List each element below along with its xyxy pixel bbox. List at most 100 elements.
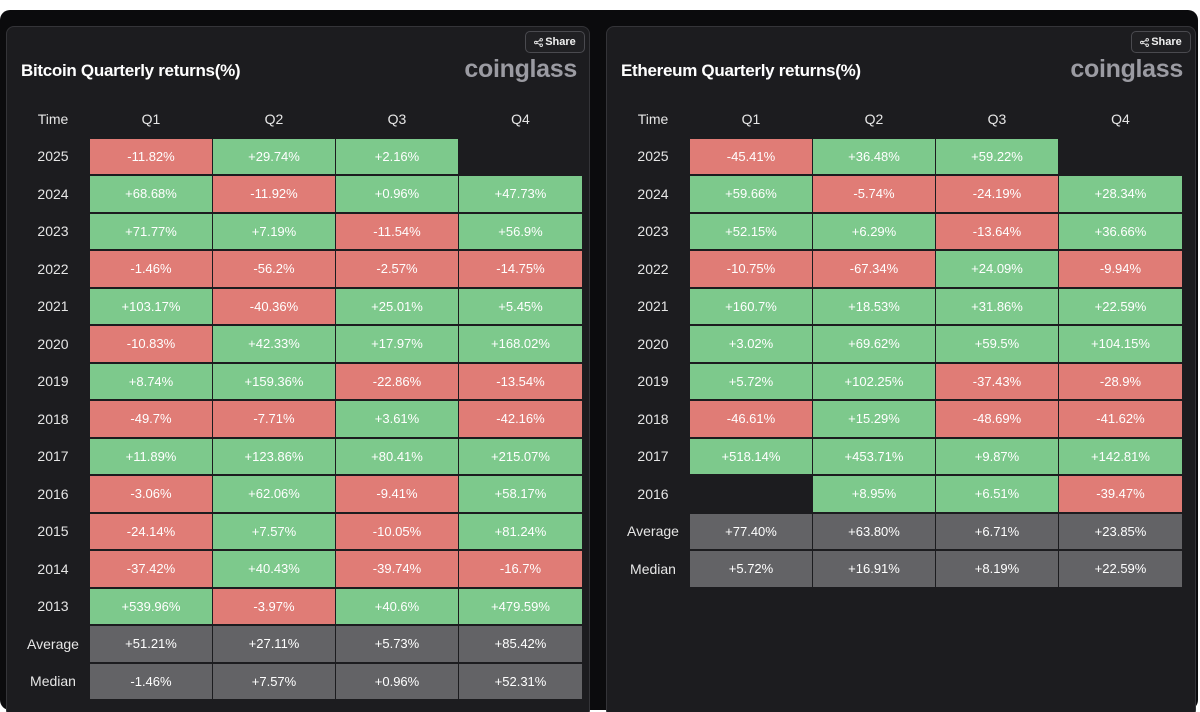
return-cell xyxy=(690,476,812,512)
return-cell: -40.36% xyxy=(213,288,335,324)
return-cell: -2.57% xyxy=(336,251,458,287)
return-cell: +59.22% xyxy=(936,138,1058,174)
stat-label: Average xyxy=(27,635,79,652)
return-cell: +42.33% xyxy=(213,326,335,362)
return-cell: +6.29% xyxy=(813,213,935,249)
column-header: Time xyxy=(37,110,69,127)
returns-table: Time Q1 Q2 Q3 Q4 2025 -11.82% +29.74% +2.16% 2024… xyxy=(17,101,582,699)
column-header: Q4 xyxy=(1111,110,1130,127)
share-button[interactable]: Share xyxy=(1131,31,1191,53)
stat-cell: -1.46% xyxy=(90,663,212,699)
return-cell: -9.41% xyxy=(336,476,458,512)
return-cell: +142.81% xyxy=(1059,438,1182,474)
return-cell: +123.86% xyxy=(213,438,335,474)
row-label: 2017 xyxy=(637,448,669,465)
return-cell: +215.07% xyxy=(459,438,582,474)
return-cell: +6.51% xyxy=(936,476,1058,512)
return-cell: +160.7% xyxy=(690,288,812,324)
return-cell: -45.41% xyxy=(690,138,812,174)
returns-table: Time Q1 Q2 Q3 Q4 2025 -45.41% +36.48% +59.22% 202… xyxy=(617,101,1182,587)
return-cell: +24.09% xyxy=(936,251,1058,287)
row-label: 2022 xyxy=(37,260,69,277)
stat-cell: +63.80% xyxy=(813,513,935,549)
return-cell xyxy=(1059,139,1182,175)
return-cell: +18.53% xyxy=(813,288,935,324)
return-cell: -67.34% xyxy=(813,251,935,287)
row-label: 2015 xyxy=(37,523,69,540)
column-header: Q3 xyxy=(987,110,1007,127)
return-cell: +47.73% xyxy=(459,176,582,212)
return-cell: +22.59% xyxy=(1059,288,1182,324)
column-header: Q1 xyxy=(741,110,761,127)
stat-cell: +6.71% xyxy=(936,513,1058,549)
row-label: 2023 xyxy=(637,223,669,240)
column-header: Q3 xyxy=(387,110,407,127)
return-cell: -42.16% xyxy=(459,401,582,437)
return-cell: +5.45% xyxy=(459,288,582,324)
stat-label: Average xyxy=(627,523,679,540)
share-icon xyxy=(534,37,544,47)
column-header: Q2 xyxy=(864,110,884,127)
return-cell: -28.9% xyxy=(1059,363,1182,399)
return-cell: -1.46% xyxy=(90,251,212,287)
return-cell: -7.71% xyxy=(213,401,335,437)
column-header: Q4 xyxy=(511,110,530,127)
return-cell: +80.41% xyxy=(336,438,458,474)
row-label: 2020 xyxy=(637,335,669,352)
return-cell: -5.74% xyxy=(813,176,935,212)
stat-cell: +22.59% xyxy=(1059,551,1182,587)
return-cell: -39.47% xyxy=(1059,476,1182,512)
ethereum-panel: Share Ethereum Quarterly returns(%) coin… xyxy=(606,26,1196,712)
row-label: 2014 xyxy=(37,560,69,577)
column-header: Time xyxy=(637,110,669,127)
return-cell: +479.59% xyxy=(459,588,582,624)
return-cell: +518.14% xyxy=(690,438,812,474)
row-label: 2016 xyxy=(37,485,69,502)
row-label: 2021 xyxy=(37,298,69,315)
stat-cell: +85.42% xyxy=(459,626,582,662)
return-cell: -11.54% xyxy=(336,213,458,249)
row-label: 2018 xyxy=(37,410,69,427)
return-cell: -14.75% xyxy=(459,251,582,287)
return-cell: +453.71% xyxy=(813,438,935,474)
coinglass-logo: coinglass xyxy=(464,55,577,83)
return-cell: -56.2% xyxy=(213,251,335,287)
share-button[interactable]: Share xyxy=(525,31,585,53)
return-cell: +168.02% xyxy=(459,326,582,362)
return-cell: +31.86% xyxy=(936,288,1058,324)
return-cell: +28.34% xyxy=(1059,176,1182,212)
screenshot-frame: Share Bitcoin Quarterly returns(%) coing… xyxy=(0,10,1198,712)
return-cell: +52.15% xyxy=(690,213,812,249)
return-cell: +58.17% xyxy=(459,476,582,512)
return-cell: -41.62% xyxy=(1059,401,1182,437)
return-cell: -24.19% xyxy=(936,176,1058,212)
share-icon xyxy=(1140,37,1150,47)
row-label: 2022 xyxy=(637,260,669,277)
stat-cell: +0.96% xyxy=(336,663,458,699)
return-cell: +69.62% xyxy=(813,326,935,362)
return-cell: -13.54% xyxy=(459,363,582,399)
return-cell: +36.66% xyxy=(1059,213,1182,249)
row-label: 2017 xyxy=(37,448,69,465)
return-cell: +0.96% xyxy=(336,176,458,212)
return-cell: +68.68% xyxy=(90,176,212,212)
return-cell: -22.86% xyxy=(336,363,458,399)
row-label: 2020 xyxy=(37,335,69,352)
row-label: 2021 xyxy=(637,298,669,315)
row-label: 2013 xyxy=(37,598,69,615)
row-label: 2025 xyxy=(637,148,669,165)
return-cell: -49.7% xyxy=(90,401,212,437)
stat-label: Median xyxy=(30,673,76,690)
return-cell: +3.61% xyxy=(336,401,458,437)
return-cell: -9.94% xyxy=(1059,251,1182,287)
return-cell: +59.66% xyxy=(690,176,812,212)
row-label: 2025 xyxy=(37,148,69,165)
share-label: Share xyxy=(545,36,576,48)
return-cell: +5.72% xyxy=(690,363,812,399)
return-cell: -10.75% xyxy=(690,251,812,287)
return-cell: -46.61% xyxy=(690,401,812,437)
return-cell: +3.02% xyxy=(690,326,812,362)
return-cell: +102.25% xyxy=(813,363,935,399)
return-cell: +29.74% xyxy=(213,138,335,174)
return-cell: +9.87% xyxy=(936,438,1058,474)
